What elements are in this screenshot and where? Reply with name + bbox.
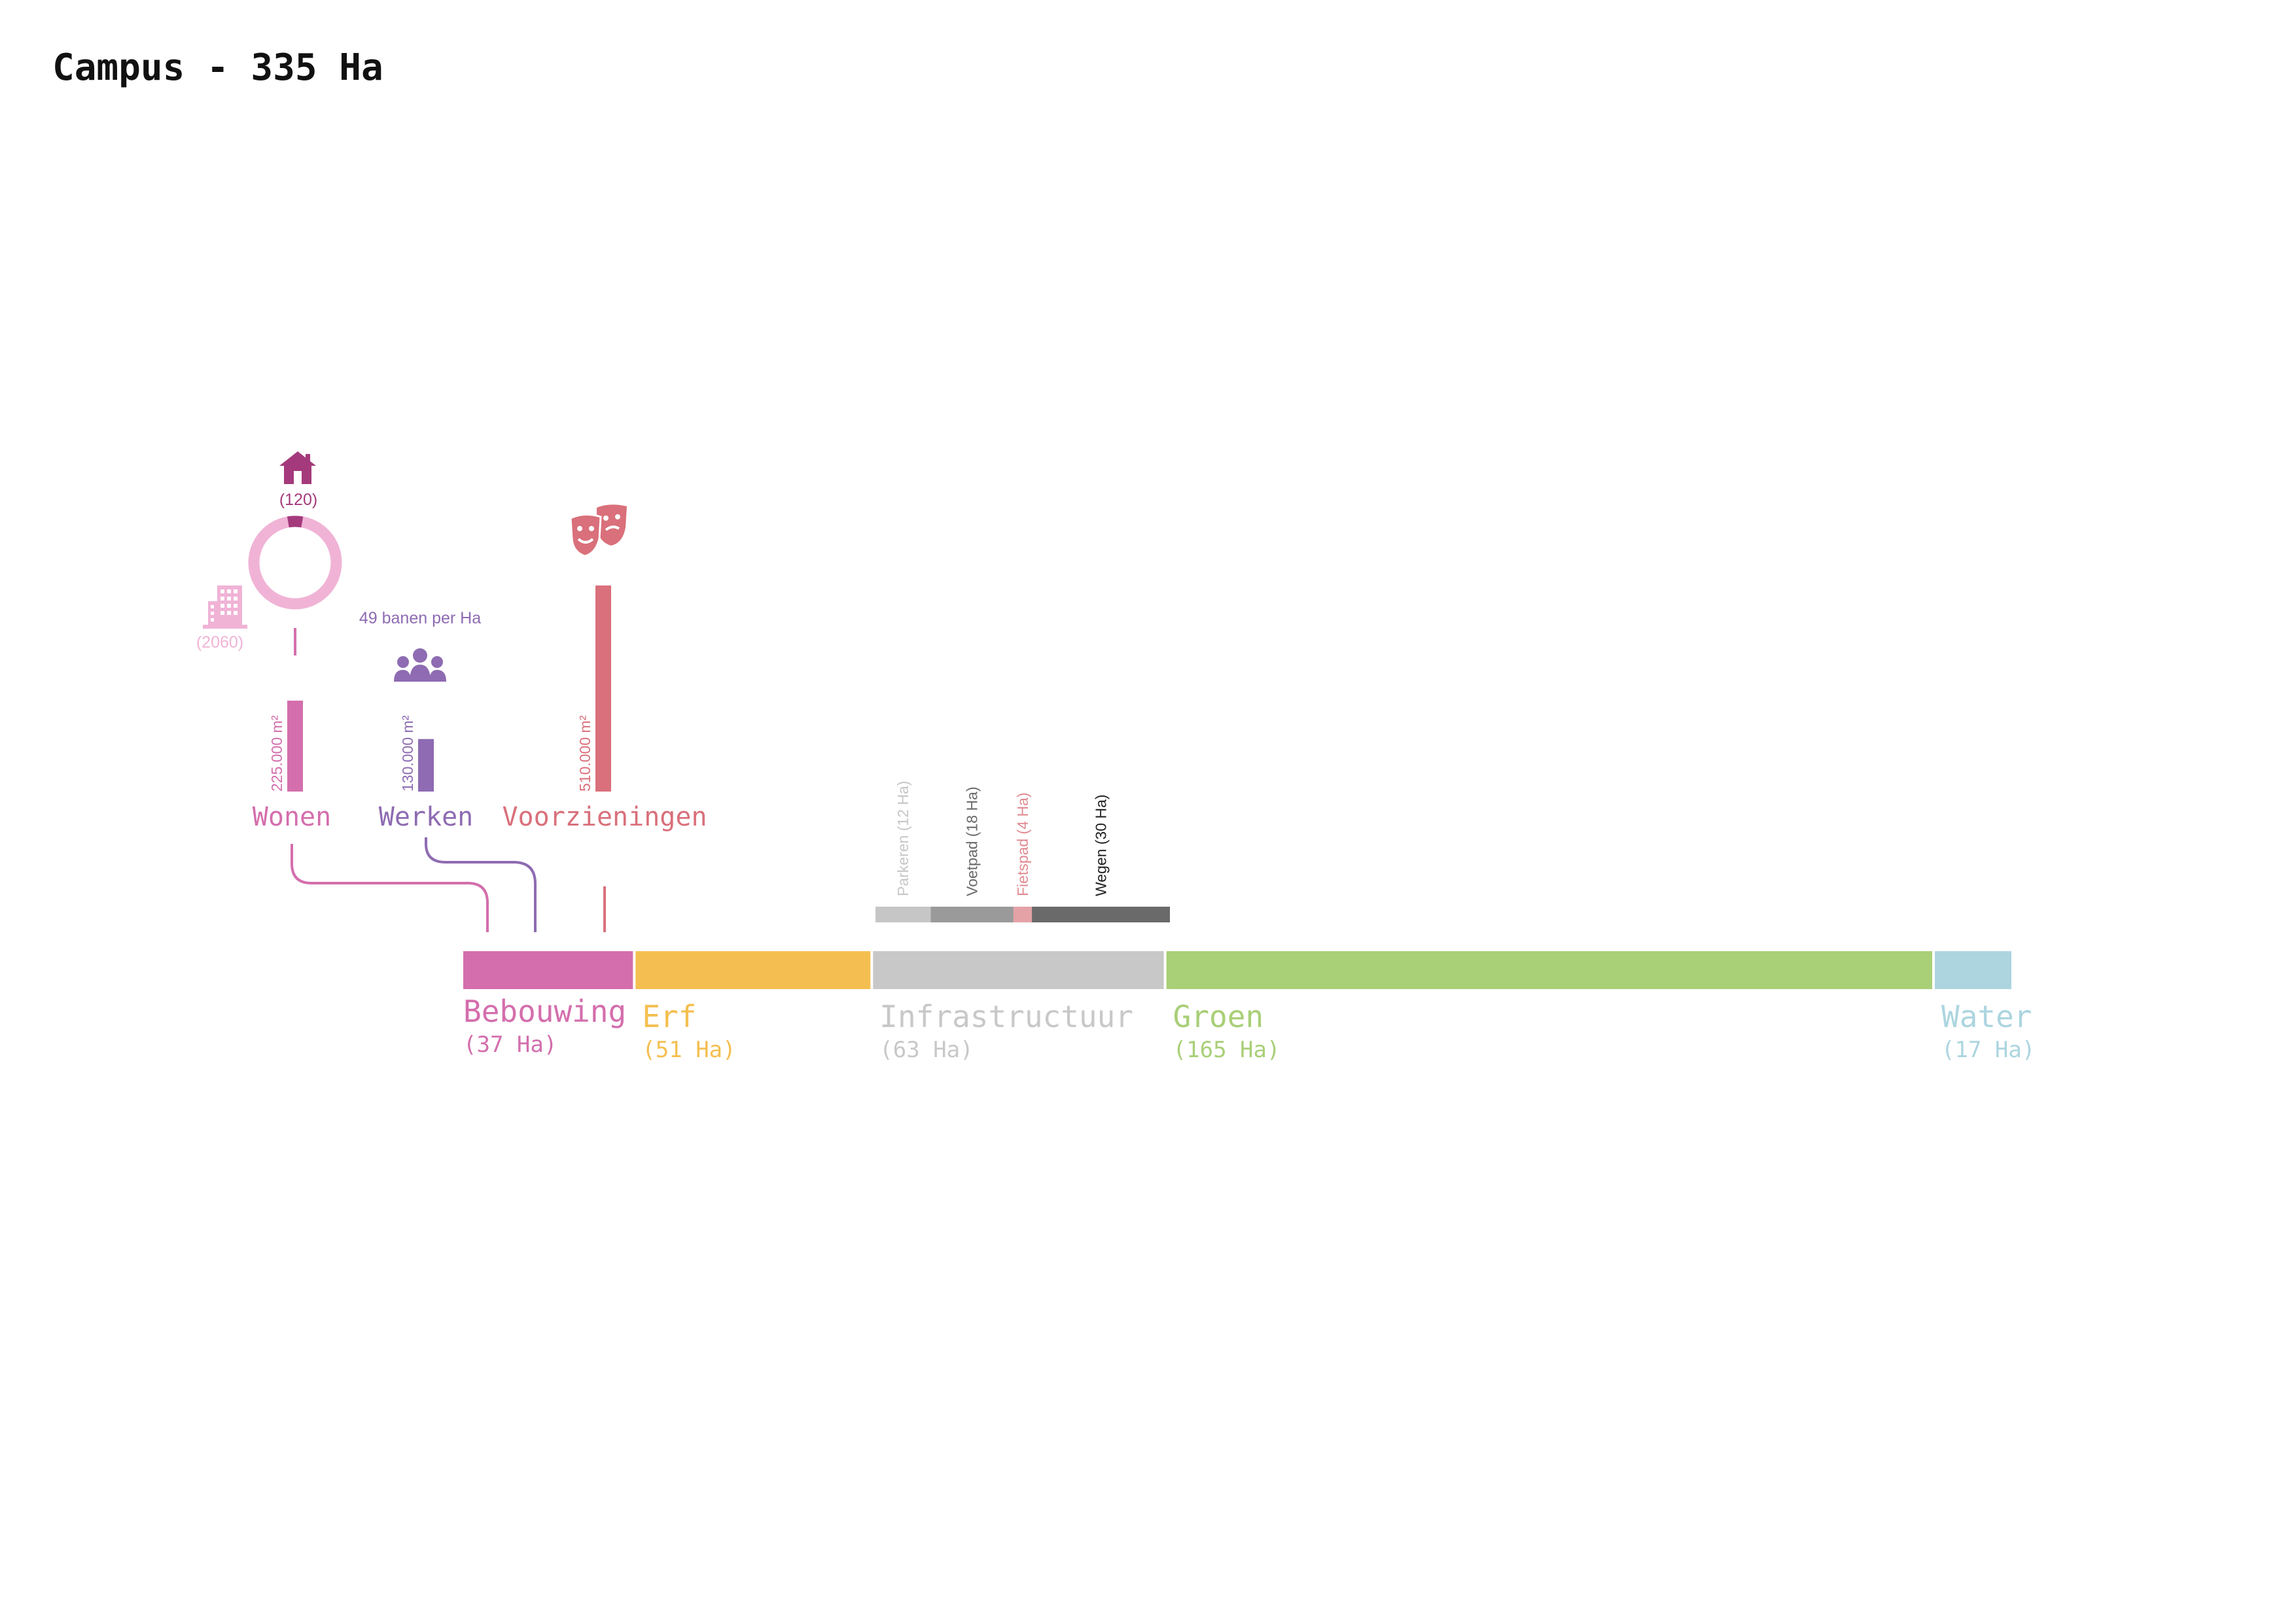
land-use-label-infrastructuur: Infrastructuur (879, 999, 1133, 1034)
use-label-voorzieningen: Voorzieningen (502, 802, 707, 832)
connector-wonen (291, 844, 489, 932)
land-use-label-bebouwing: Bebouwing (463, 994, 626, 1029)
page-title: Campus - 335 Ha (52, 46, 383, 89)
land-use-segment-groen (1166, 951, 1933, 989)
land-use-label-groen: Groen (1173, 999, 1263, 1034)
infrastructure-label-fietspad: Fietspad (4 Ha) (1014, 792, 1031, 896)
houses-count-label: (120) (279, 491, 317, 509)
land-use-area-infrastructuur: (63 Ha) (879, 1037, 973, 1063)
jobs-per-ha-label: 49 banen per Ha (359, 609, 481, 627)
land-use-area-groen: (165 Ha) (1173, 1037, 1280, 1063)
use-bar-wonen (287, 701, 303, 792)
land-use-area-erf: (51 Ha) (642, 1037, 735, 1063)
apartments-count-label: (2060) (196, 633, 243, 652)
donut-houses-share (248, 515, 342, 610)
connector-werken (425, 837, 537, 932)
land-use-bar (463, 951, 2011, 989)
land-use-segment-infrastructuur (873, 951, 1164, 989)
infrastructure-segment-voetpad (930, 907, 1014, 922)
use-value-werken: 130.000 m² (399, 715, 416, 792)
infrastructure-segment-parkeren (875, 907, 931, 922)
infrastructure-label-voetpad: Voetpad (18 Ha) (964, 786, 981, 896)
building-use-bars: 225.000 m² Wonen 130.000 m² Werken 510.000 m… (253, 585, 707, 832)
apartment-building-icon (203, 585, 247, 629)
use-label-wonen: Wonen (253, 802, 331, 832)
people-group-icon (394, 648, 446, 682)
land-use-segment-erf (635, 951, 871, 989)
use-connectors (291, 837, 606, 932)
infrastructure-label-parkeren: Parkeren (12 Ha) (894, 781, 911, 896)
land-use-segment-bebouwing (463, 951, 633, 989)
housing-donut (248, 515, 342, 610)
use-bar-voorzieningen (595, 585, 611, 792)
infrastructure-segment-wegen (1032, 907, 1170, 922)
land-use-label-erf: Erf (642, 999, 696, 1034)
use-value-wonen: 225.000 m² (268, 715, 285, 792)
house-icon (279, 451, 316, 484)
infrastructure-breakdown-labels: Parkeren (12 Ha) Voetpad (18 Ha) Fietspad … (894, 781, 1109, 896)
donut-apartments-share (248, 515, 342, 610)
land-use-label-water: Water (1941, 999, 2032, 1034)
infrastructure-segment-fietspad (1013, 907, 1033, 922)
use-label-werken: Werken (379, 802, 474, 832)
land-use-area-water: (17 Ha) (1941, 1037, 2035, 1063)
use-value-voorzieningen: 510.000 m² (576, 715, 593, 792)
land-use-area-bebouwing: (37 Ha) (463, 1032, 557, 1058)
infrastructure-breakdown-bar (875, 907, 1170, 922)
theater-masks-icon (569, 504, 627, 557)
use-bar-werken (418, 739, 434, 792)
infrastructure-label-wegen: Wegen (30 Ha) (1093, 794, 1110, 896)
land-use-labels: Bebouwing (37 Ha) Erf (51 Ha) Infrastructuur… (463, 994, 2035, 1063)
land-use-segment-water (1935, 951, 2011, 989)
